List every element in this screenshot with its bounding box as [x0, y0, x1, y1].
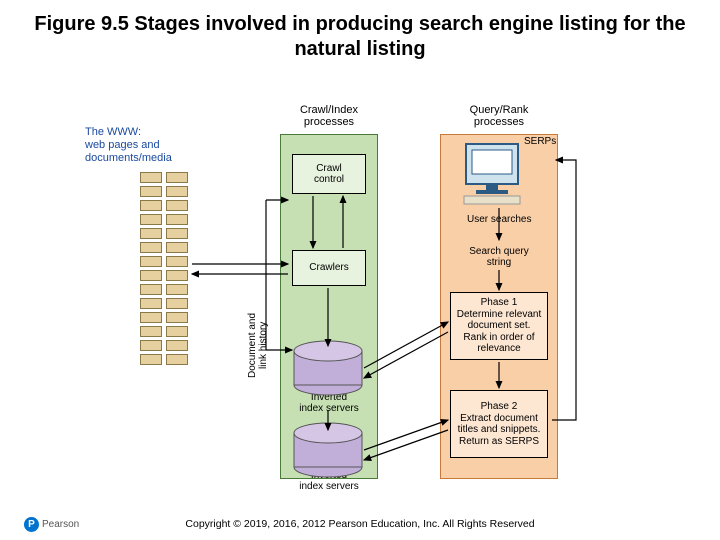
doc-link-history-label: Document andlink history: [247, 290, 269, 400]
www-label: The WWW:web pages anddocuments/media: [85, 126, 195, 166]
crawl-control-box: Crawlcontrol: [292, 154, 366, 194]
inverted-2-label: Invertedindex servers: [293, 470, 365, 492]
query-header: Query/Rankprocesses: [440, 104, 558, 128]
phase1-box: Phase 1Determine relevantdocument set.Ra…: [450, 292, 548, 360]
serps-label: SERPs: [524, 136, 556, 147]
crawlers-box: Crawlers: [292, 250, 366, 286]
diagram-canvas: The WWW:web pages anddocuments/media Cra…: [0, 90, 720, 500]
copyright-text: Copyright © 2019, 2016, 2012 Pearson Edu…: [0, 518, 720, 530]
search-query-label: Search querystring: [456, 246, 542, 268]
phase2-box: Phase 2Extract documenttitles and snippe…: [450, 390, 548, 458]
user-searches-label: User searches: [467, 214, 531, 225]
crawl-header: Crawl/Indexprocesses: [280, 104, 378, 128]
inverted-1-label: Invertedindex servers: [293, 392, 365, 414]
figure-title: Figure 9.5 Stages involved in producing …: [0, 0, 720, 70]
